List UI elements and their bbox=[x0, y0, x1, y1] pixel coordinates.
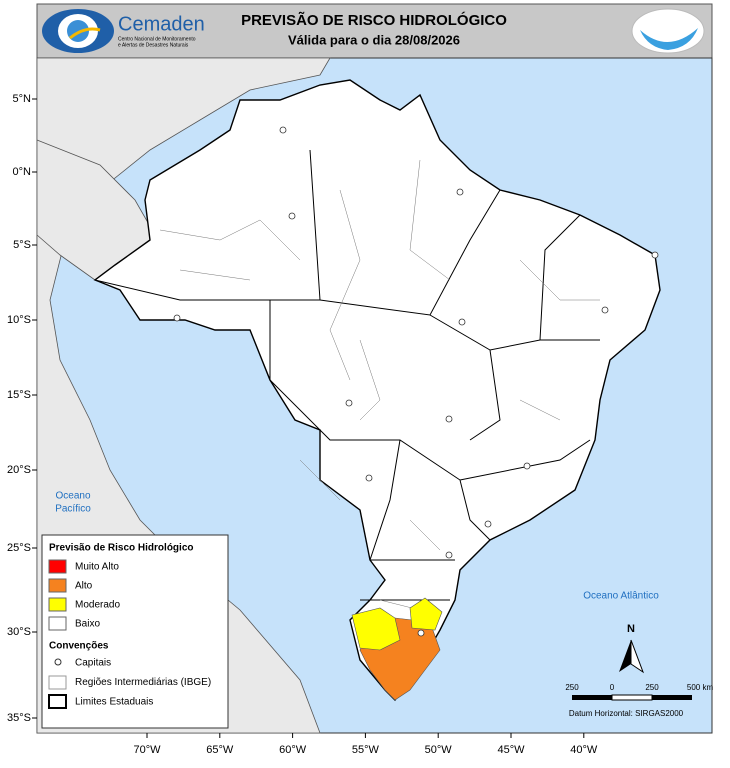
legend-label: Moderado bbox=[75, 600, 120, 611]
lon-label: 60°W bbox=[279, 744, 307, 756]
north-arrow bbox=[619, 639, 645, 674]
convention-label: Regiões Intermediárias (IBGE) bbox=[75, 677, 211, 688]
legend-swatch bbox=[48, 578, 67, 593]
convention-label: Capitais bbox=[75, 658, 111, 669]
lat-label: 5°N bbox=[13, 93, 32, 105]
legend-label: Baixo bbox=[75, 619, 100, 630]
lon-label: 50°W bbox=[425, 744, 453, 756]
legend-conventions-title: Convenções bbox=[49, 641, 109, 652]
legend-swatch bbox=[48, 616, 67, 631]
lat-label: 25°S bbox=[7, 542, 31, 554]
logo bbox=[42, 9, 114, 53]
capital-symbol bbox=[54, 658, 62, 666]
risk-areas bbox=[351, 597, 443, 701]
datum: Datum Horizontal: SIRGAS2000 bbox=[569, 709, 684, 718]
logo-subtitle: e Alertas de Desastres Naturais bbox=[118, 42, 189, 48]
legend-label: Muito Alto bbox=[75, 562, 119, 573]
scale-label: 500 km bbox=[687, 683, 714, 692]
scale-label: 250 bbox=[645, 683, 659, 692]
lon-label: 40°W bbox=[570, 744, 598, 756]
lat-label: 10°S bbox=[7, 314, 31, 326]
brazil bbox=[93, 79, 661, 702]
risk-moderado bbox=[351, 607, 401, 651]
region-borders bbox=[159, 159, 600, 611]
lat-label: 0°N bbox=[13, 166, 32, 178]
legend-label: Alto bbox=[75, 581, 93, 592]
scale-label: 0 bbox=[610, 683, 615, 692]
north-label: N bbox=[627, 623, 635, 635]
legend-swatch bbox=[48, 559, 67, 574]
region-symbol bbox=[48, 675, 67, 690]
scale-label: 250 bbox=[565, 683, 579, 692]
lon-label: 65°W bbox=[206, 744, 234, 756]
lon-label: 55°W bbox=[352, 744, 380, 756]
legend-title: Previsão de Risco Hidrológico bbox=[49, 543, 193, 554]
lat-label: 35°S bbox=[7, 712, 31, 724]
legend-swatch bbox=[48, 597, 67, 612]
state-borders bbox=[94, 149, 600, 601]
ocean-label: Oceano Atlântico bbox=[583, 591, 659, 602]
scale-bar bbox=[572, 694, 692, 701]
legend-box bbox=[41, 534, 229, 729]
subtitle: Válida para o dia 28/08/2026 bbox=[288, 32, 460, 47]
risk-moderado bbox=[409, 597, 443, 631]
lon-label: 70°W bbox=[133, 744, 161, 756]
logo-name: Cemaden bbox=[118, 13, 205, 35]
title: PREVISÃO DE RISCO HIDROLÓGICO bbox=[241, 11, 507, 29]
ocean-label: Oceano bbox=[55, 491, 90, 502]
ocean-label: Pacífico bbox=[55, 504, 91, 515]
lat-label: 5°S bbox=[13, 239, 31, 251]
convention-label: Limites Estaduais bbox=[75, 697, 153, 708]
header-band bbox=[36, 3, 713, 59]
lon-label: 45°W bbox=[497, 744, 525, 756]
capitals bbox=[173, 126, 659, 637]
lat-label: 30°S bbox=[7, 626, 31, 638]
partner-logo bbox=[631, 8, 705, 54]
lat-label: 15°S bbox=[7, 389, 31, 401]
state-symbol bbox=[48, 694, 67, 709]
logo-subtitle: Centro Nacional de Monitoramento bbox=[118, 36, 196, 42]
lat-label: 20°S bbox=[7, 464, 31, 476]
